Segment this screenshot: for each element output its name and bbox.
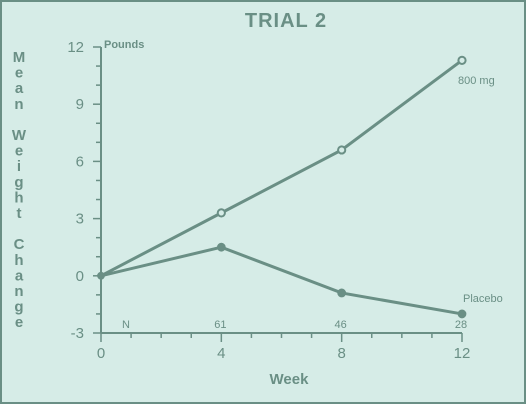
data-point <box>337 288 347 298</box>
x-tick-label: 8 <box>337 345 345 362</box>
y-tick-label: 12 <box>67 39 84 56</box>
y-axis-title-letter: e <box>15 314 23 331</box>
y-axis-title-letter: a <box>15 267 24 284</box>
y-tick-label: 6 <box>76 153 84 170</box>
y-axis-title-letter: W <box>12 127 27 144</box>
y-axis-title-letter: a <box>15 80 24 97</box>
y-axis-title-letter: g <box>14 174 23 191</box>
axes <box>93 46 463 342</box>
x-axis-title: Week <box>270 371 310 388</box>
y-axis-title-letter: t <box>17 205 22 222</box>
y-axis-title-letter: h <box>14 189 23 206</box>
y-axis-title-letter: n <box>14 283 23 300</box>
n-row-value: 28 <box>455 319 467 331</box>
y-axis-title-letter: e <box>15 65 23 82</box>
y-axis-title-letter: M <box>13 49 26 66</box>
x-tick-label: 4 <box>217 345 225 362</box>
series-label: 800 mg <box>458 75 495 87</box>
data-point <box>337 145 347 155</box>
y-axis-title-letter: h <box>14 252 23 269</box>
chart-title: TRIAL 2 <box>245 10 327 32</box>
y-axis-title-letter: g <box>14 299 23 316</box>
y-tick-label: 9 <box>76 96 84 113</box>
series-group: 800 mg Placebo <box>97 55 503 319</box>
n-row-label: N <box>122 319 130 331</box>
y-tick-labels: -3 0 3 6 9 12 <box>67 39 84 342</box>
y-axis-title-letter: e <box>15 143 23 160</box>
y-unit-label: Pounds <box>104 39 144 51</box>
data-point <box>216 208 226 218</box>
data-point <box>457 55 467 65</box>
y-tick-label: 3 <box>76 211 84 228</box>
data-point <box>216 242 226 252</box>
data-point <box>457 309 467 319</box>
x-tick-label: 12 <box>454 345 471 362</box>
n-row-value: 61 <box>214 319 226 331</box>
n-row: N 61 46 28 <box>122 319 467 331</box>
y-tick-label: -3 <box>71 325 84 342</box>
origin-point <box>97 271 105 280</box>
series-line <box>100 59 463 278</box>
series-label: Placebo <box>463 293 503 305</box>
x-tick-labels: 0 4 8 12 <box>97 345 471 362</box>
y-tick-label: 0 <box>76 268 84 285</box>
series-line <box>100 245 463 316</box>
y-axis-title-letter: n <box>14 96 23 113</box>
x-tick-label: 0 <box>97 345 105 362</box>
y-axis-title-letter: i <box>17 158 21 175</box>
n-row-value: 46 <box>335 319 347 331</box>
y-axis-title-letter: C <box>14 236 25 253</box>
